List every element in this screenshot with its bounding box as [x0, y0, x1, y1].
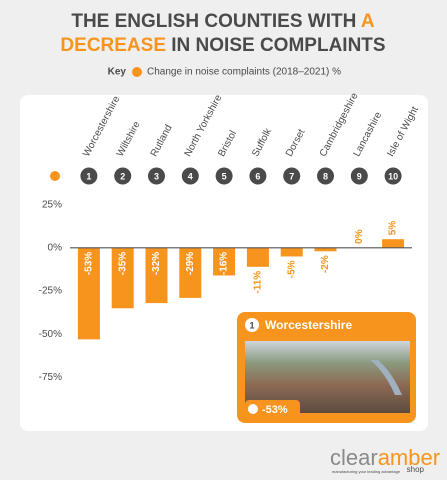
title-text: IN NOISE COMPLAINTS: [171, 35, 385, 56]
rank-badge: [181, 167, 199, 185]
key-label: Key: [108, 67, 127, 78]
rank-badge: [317, 167, 334, 185]
title-line-2: DECREASE IN NOISE COMPLAINTS: [60, 35, 385, 56]
rank-badge: [245, 318, 259, 332]
value-label: -29%: [185, 252, 196, 275]
bar: [246, 247, 269, 267]
title-highlight: DECREASE: [60, 35, 166, 56]
rank-badge: [384, 167, 402, 185]
brand-tagline: manufacturing your leading advantage: [332, 469, 401, 474]
rank-label: 8: [323, 171, 328, 181]
value-label: -53%: [84, 252, 95, 275]
rank-label: 4: [188, 171, 193, 181]
value-label: 5%: [388, 221, 399, 236]
y-tick-label: 0%: [48, 242, 63, 253]
rank-label: 10: [388, 171, 398, 181]
brand-shop: shop: [407, 465, 425, 474]
value-label: -11%: [253, 271, 264, 294]
value-label: -16%: [219, 252, 230, 275]
rank-label: 7: [289, 171, 294, 181]
bar: [382, 239, 405, 248]
value-label: -35%: [117, 252, 128, 275]
value-label: -32%: [151, 252, 162, 275]
callout-value: -53%: [262, 404, 288, 416]
title-text: THE ENGLISH COUNTIES WITH: [71, 11, 356, 32]
rank-label: 6: [255, 171, 260, 181]
sad-icon: [248, 404, 258, 414]
callout: 1 Worcestershire -53%: [237, 312, 416, 423]
title-highlight: A: [361, 11, 375, 32]
bar: [145, 247, 168, 304]
bar: [77, 247, 100, 340]
rank-badge: [215, 167, 233, 185]
bar: [111, 247, 134, 309]
callout-rank: 1: [249, 320, 254, 330]
bar: [314, 247, 337, 252]
rank-badge: [148, 167, 165, 185]
value-label: -5%: [286, 260, 297, 278]
bar: [280, 247, 303, 257]
brand-clear: clear: [330, 445, 378, 470]
brand-amber: amber: [378, 445, 440, 470]
title-line-1: THE ENGLISH COUNTIES WITH A: [71, 11, 375, 32]
y-tick-label: -50%: [39, 329, 62, 340]
rank-label: 5: [222, 171, 227, 181]
rank-label: 3: [154, 171, 159, 181]
rank-badge: [80, 167, 98, 185]
rank-badge: [283, 167, 301, 185]
callout-label-bg: [245, 400, 300, 420]
rank-label: 1: [86, 171, 91, 181]
brand-logo: clearamber: [330, 445, 440, 470]
value-label: 0%: [354, 229, 365, 244]
rank-badge: [350, 167, 368, 185]
key-text: Change in noise complaints (2018–2021) %: [147, 67, 341, 78]
rank-badge: [114, 167, 132, 185]
sad-icon: [132, 67, 142, 77]
y-tick-label: -25%: [39, 286, 62, 297]
callout-name: Worcestershire: [265, 318, 352, 332]
y-tick-label: 25%: [42, 199, 62, 210]
rank-badge: [249, 167, 267, 185]
rank-label: 2: [120, 171, 125, 181]
value-label: -2%: [320, 255, 331, 273]
rank-label: 9: [357, 171, 362, 181]
photo-river: [370, 360, 402, 395]
sad-icon: [50, 171, 60, 181]
y-tick-label: -75%: [39, 372, 62, 383]
bar: [179, 247, 202, 298]
bar: [213, 247, 236, 276]
